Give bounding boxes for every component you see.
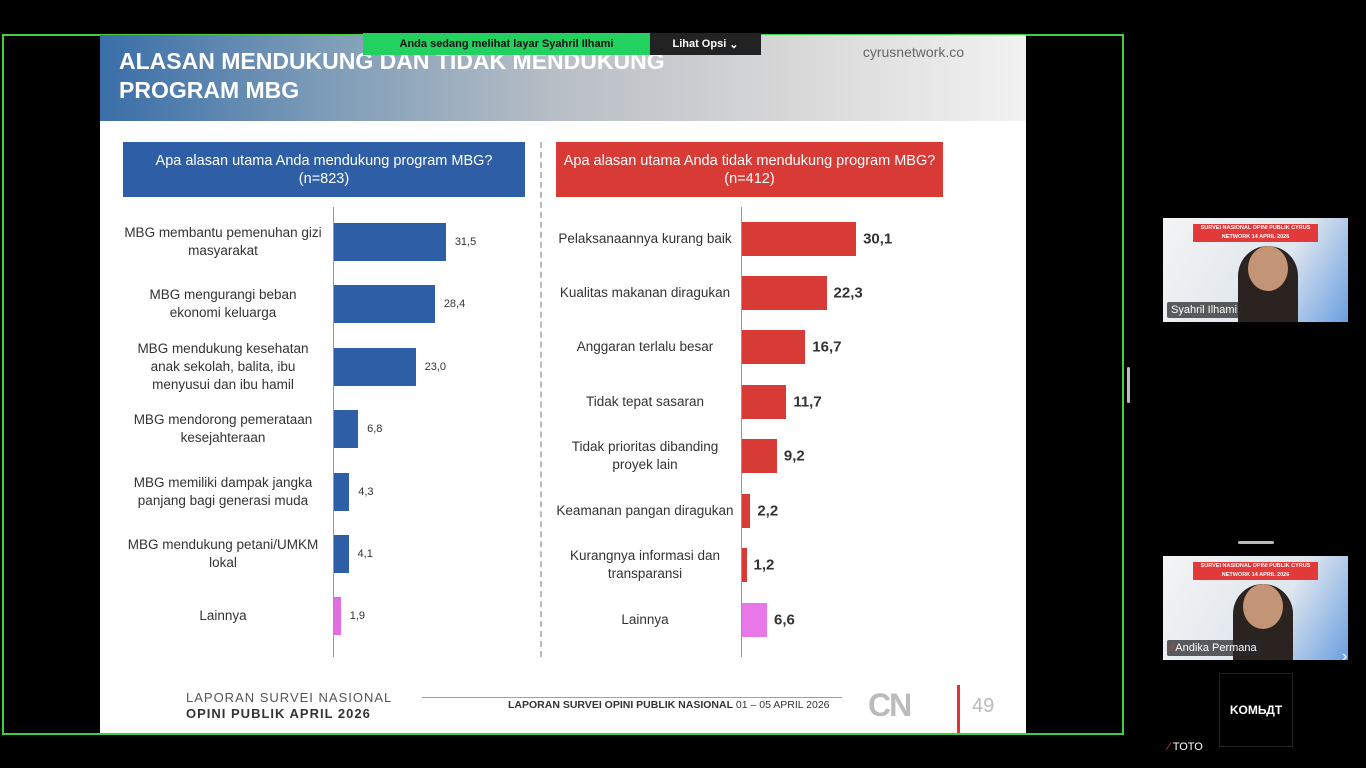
panel-drag-handle[interactable] xyxy=(1238,541,1274,544)
category-label: Kualitas makanan diragukan xyxy=(559,285,731,300)
cyrus-logo: CN xyxy=(868,687,912,723)
category-label: Keamanan pangan diragukan xyxy=(556,503,734,518)
dashed-divider xyxy=(540,142,542,657)
value-label: 1,2 xyxy=(753,556,775,574)
bar xyxy=(334,285,435,323)
view-options-button[interactable]: Lihat Opsi ⌄ xyxy=(650,33,761,55)
category-label: Lainnya xyxy=(621,612,669,627)
category-label: Anggaran terlalu besar xyxy=(576,339,714,354)
bar xyxy=(742,385,787,419)
category-label: MBG memiliki dampak jangka panjang bagi … xyxy=(133,475,313,508)
participant-video-syahril[interactable]: SURVEI NASIONAL OPINI PUBLIK CYRUS NETWO… xyxy=(1163,218,1348,322)
value-label: 22,3 xyxy=(833,284,863,302)
bar xyxy=(334,410,359,448)
category-label: MBG membantu pemenuhan gizi masyarakat xyxy=(124,225,322,258)
value-label: 2,2 xyxy=(757,502,779,520)
value-label: 30,1 xyxy=(863,230,893,248)
mic-muted-icon: ⁄ xyxy=(1171,642,1176,654)
page-number: 49 xyxy=(972,695,995,717)
bar xyxy=(742,330,806,364)
participant-face xyxy=(1248,246,1288,291)
category-label: Tidak prioritas dibanding proyek lain xyxy=(571,439,719,472)
chart-axis xyxy=(741,207,742,657)
category-label: MBG mendorong pemerataan kesejahteraan xyxy=(133,412,313,445)
value-label: 1,9 xyxy=(349,610,366,622)
video-banner: SURVEI NASIONAL OPINI PUBLIK CYRUS NETWO… xyxy=(1193,562,1318,580)
category-label: MBG mendukung kesehatan anak sekolah, ba… xyxy=(137,341,309,392)
value-label: 23,0 xyxy=(424,361,447,373)
value-label: 11,7 xyxy=(793,393,822,411)
value-label: 28,4 xyxy=(443,298,466,310)
presentation-slide: ALASAN MENDUKUNG DAN TIDAK MENDUKUNG PRO… xyxy=(100,35,1026,733)
video-banner: SURVEI NASIONAL OPINI PUBLIK CYRUS NETWO… xyxy=(1193,224,1318,242)
mic-muted-icon: ⁄ xyxy=(1168,741,1173,753)
view-options-label: Lihat Opsi xyxy=(672,38,727,50)
bar xyxy=(742,222,857,256)
bar xyxy=(334,348,416,386)
screen-share-banner: Anda sedang melihat layar Syahril Ilhami xyxy=(363,33,650,55)
bar xyxy=(334,535,349,573)
footer-center: LAPORAN SURVEI OPINI PUBLIK NASIONAL 01 … xyxy=(508,699,830,711)
bar xyxy=(334,597,341,635)
category-label: Tidak tepat sasaran xyxy=(585,394,705,409)
category-label: MBG mengurangi beban ekonomi keluarga xyxy=(149,287,297,320)
bar xyxy=(742,439,777,473)
next-page-arrow-icon[interactable]: › xyxy=(1342,648,1348,665)
category-label: Lainnya xyxy=(199,608,247,623)
participant-video-andika[interactable]: SURVEI NASIONAL OPINI PUBLIK CYRUS NETWO… xyxy=(1163,556,1348,660)
value-label: 6,8 xyxy=(367,423,383,435)
participant-name: Syahril Ilhami xyxy=(1167,302,1242,318)
value-label: 4,1 xyxy=(357,548,373,560)
footer-line-2: OPINI PUBLIK APRIL 2026 xyxy=(186,706,371,721)
footer-line-1: LAPORAN SURVEI NASIONAL xyxy=(186,690,393,705)
chart-axis xyxy=(333,207,334,657)
category-label: MBG mendukung petani/UMKM lokal xyxy=(127,537,319,570)
category-label: Pelaksanaannya kurang baik xyxy=(558,231,732,246)
participant-name-toto: ⁄ TOTO xyxy=(1168,741,1203,753)
slide-title: ALASAN MENDUKUNG DAN TIDAK MENDUKUNG PRO… xyxy=(119,48,665,103)
bar xyxy=(334,223,446,261)
non-support-question: Apa alasan utama Anda tidak mendukung pr… xyxy=(556,142,943,197)
participant-avatar-toto[interactable]: KOMЬДТ xyxy=(1219,673,1293,747)
footer-center-bold: LAPORAN SURVEI OPINI PUBLIK NASIONAL xyxy=(508,699,733,711)
value-label: 31,5 xyxy=(454,236,477,248)
bar xyxy=(742,276,827,310)
bar xyxy=(742,603,767,637)
bar xyxy=(334,473,350,511)
bar xyxy=(742,548,747,582)
category-label: Kurangnya informasi dan transparansi xyxy=(569,548,721,581)
chevron-down-icon: ⌄ xyxy=(726,38,739,51)
footer-red-bar xyxy=(957,685,960,733)
value-label: 4,3 xyxy=(358,486,374,498)
footer-left: LAPORAN SURVEI NASIONAL OPINI PUBLIK APRI… xyxy=(186,690,392,722)
value-label: 6,6 xyxy=(774,611,795,629)
resize-handle[interactable] xyxy=(1127,367,1130,403)
participant-face xyxy=(1243,584,1283,629)
bar xyxy=(742,494,751,528)
support-question: Apa alasan utama Anda mendukung program … xyxy=(123,142,525,197)
site-url: cyrusnetwork.co xyxy=(862,44,964,60)
value-label: 9,2 xyxy=(783,447,805,465)
footer-center-date: 01 – 05 APRIL 2026 xyxy=(733,699,830,711)
footer-rule xyxy=(422,697,842,698)
participant-name: ⁄ Andika Permana xyxy=(1167,640,1261,656)
value-label: 16,7 xyxy=(812,338,842,356)
